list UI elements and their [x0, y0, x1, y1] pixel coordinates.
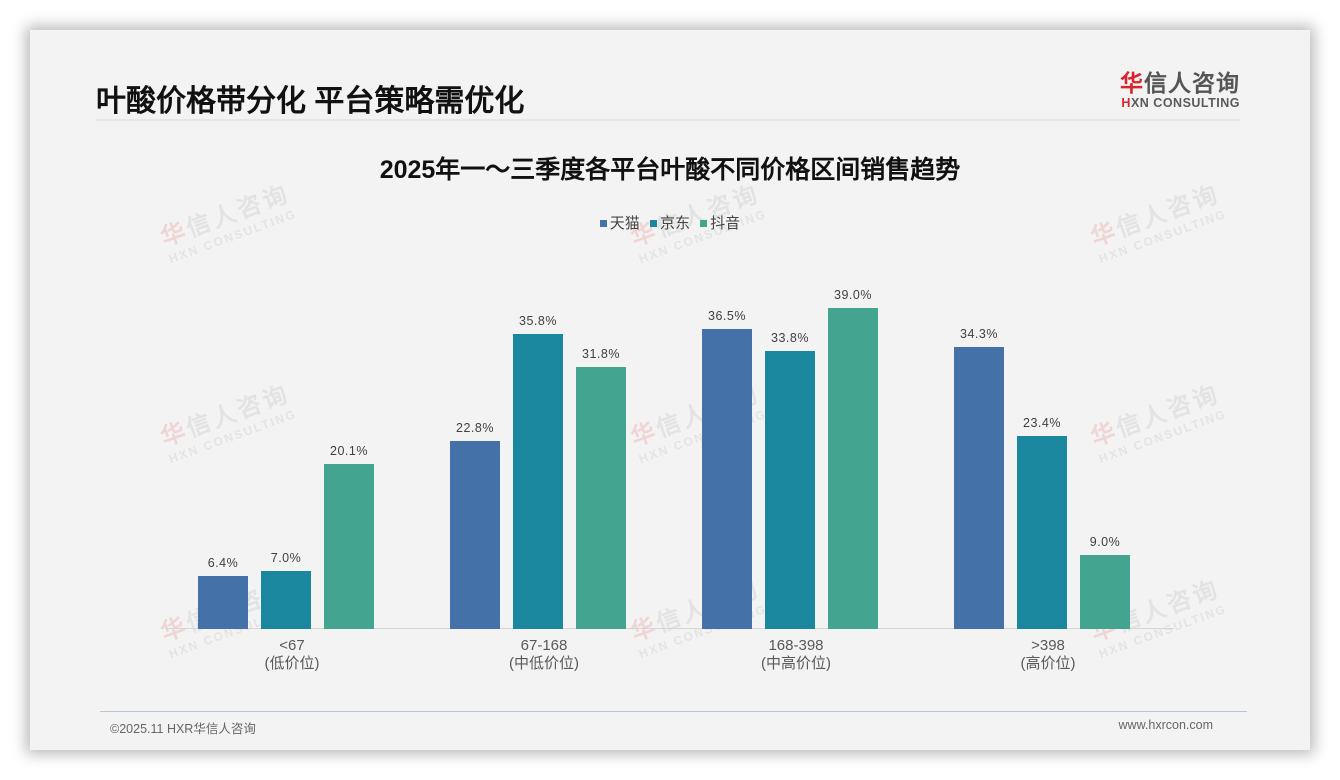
data-label: 23.4% [1023, 416, 1061, 430]
bar[interactable] [954, 347, 1004, 629]
legend-swatch-icon [599, 219, 607, 227]
data-label: 6.4% [207, 556, 239, 570]
category-label: >398 (高价位) [1020, 637, 1076, 672]
legend-item-douyin[interactable]: 抖音 [700, 212, 740, 233]
logo-cn: 华信人咨询 [1120, 70, 1240, 96]
bar[interactable] [198, 576, 248, 629]
bar[interactable] [450, 441, 500, 629]
category-label: 67-168 (中低价位) [509, 637, 579, 672]
title-divider [96, 119, 1240, 121]
x-axis-line [166, 628, 1174, 629]
data-label: 35.8% [519, 314, 557, 328]
footer-copyright: ©2025.11 HXR华信人咨询 [110, 722, 256, 736]
data-label: 36.5% [708, 309, 746, 323]
data-label: 34.3% [960, 327, 998, 341]
bar[interactable] [324, 464, 374, 629]
data-label: 39.0% [834, 288, 872, 302]
bar[interactable] [1080, 555, 1130, 629]
legend-item-jd[interactable]: 京东 [649, 212, 690, 233]
bar[interactable] [828, 308, 878, 629]
bar-group: 6.4% 7.0% 20.1% [166, 260, 418, 629]
data-label: 31.8% [582, 347, 620, 361]
legend-swatch-icon [649, 219, 657, 227]
bar[interactable] [702, 329, 752, 629]
bar[interactable] [576, 367, 626, 629]
chart-legend: 天猫 京东 抖音 [30, 212, 1310, 233]
bar[interactable] [1017, 436, 1067, 629]
legend-item-tmall[interactable]: 天猫 [599, 212, 640, 233]
footer-website[interactable]: www.hxrcon.com [1118, 718, 1213, 732]
slide: 华信人咨询 HXN CONSULTING 华信人咨询 HXN CONSULTING 华信… [30, 30, 1310, 750]
data-label: 22.8% [456, 421, 494, 435]
bar[interactable] [261, 571, 311, 629]
company-logo: 华信人咨询 HXN CONSULTING [1110, 64, 1240, 110]
plot-area: 6.4% 7.0% 20.1% <67 (低价位) 22.8% 35.8% 31.8% 67-1… [166, 260, 1174, 672]
data-label: 7.0% [270, 551, 302, 565]
data-label: 33.8% [771, 331, 809, 345]
bar[interactable] [513, 334, 563, 629]
data-label: 20.1% [330, 444, 368, 458]
bar-group: 36.5% 33.8% 39.0% [670, 260, 922, 629]
category-label: 168-398 (中高价位) [761, 637, 831, 672]
bar-group: 22.8% 35.8% 31.8% [418, 260, 670, 629]
category-label: <67 (低价位) [264, 637, 320, 672]
bar[interactable] [765, 351, 815, 629]
footer-divider [100, 711, 1247, 712]
chart-title: 2025年一～三季度各平台叶酸不同价格区间销售趋势 [379, 156, 961, 184]
bar-group: 34.3% 23.4% 9.0% [922, 260, 1174, 629]
legend-swatch-icon [700, 219, 708, 227]
data-label: 9.0% [1089, 535, 1121, 549]
page-title: 叶酸价格带分化 平台策略需优化 [96, 85, 525, 118]
logo-en: HXN CONSULTING [1121, 96, 1240, 110]
